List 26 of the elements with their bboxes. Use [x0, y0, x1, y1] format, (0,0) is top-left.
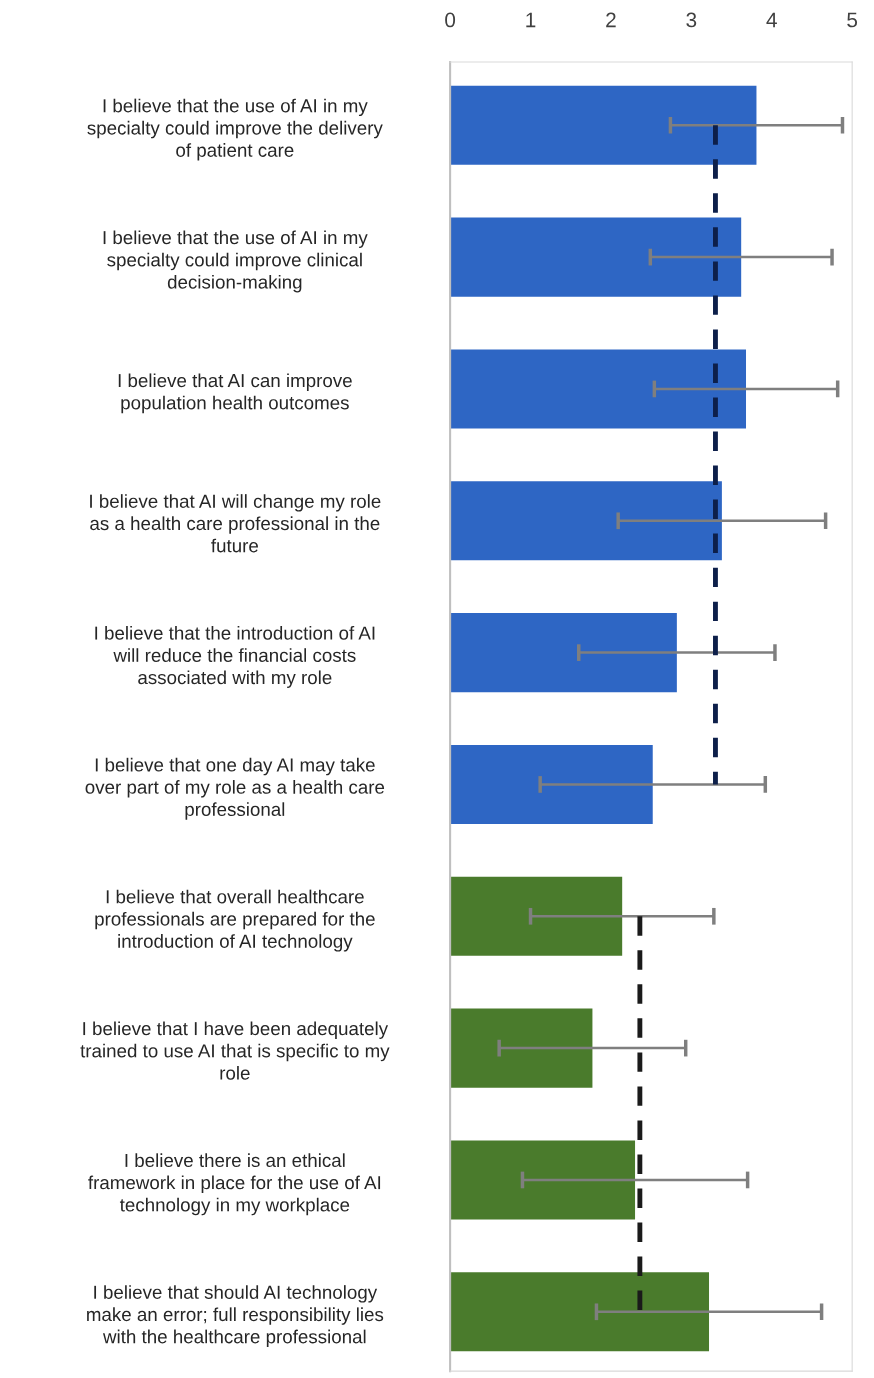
bar	[450, 744, 653, 824]
y-tick-label: I believe that the use of AI in my specialty could improve clinical decision-making	[103, 230, 368, 293]
y-tick-label: I believe there is an ethical framework in place for the use of AI technology in my workplace	[88, 1153, 381, 1216]
x-tick-label: 2	[606, 12, 616, 28]
bar	[450, 349, 747, 429]
bar	[450, 613, 677, 693]
bar	[450, 217, 742, 297]
y-tick-label: I believe that AI can improve population health outcomes	[118, 373, 352, 414]
y-tick-label: I believe that AI will change my role as a health care professional in the future	[90, 494, 381, 553]
bar	[450, 1140, 636, 1220]
y-tick-label: I believe that the use of AI in my specialty could improve the delivery of patient care	[87, 98, 383, 161]
x-tick-label: 4	[766, 12, 777, 28]
y-tick-label: I believe that I have been adequately trained to use AI that is specific to my role	[80, 1021, 390, 1080]
bar	[450, 1008, 593, 1088]
y-tick-label: I believe that should AI technology make an error; full responsibility lies with the healthcare professional	[87, 1285, 384, 1348]
bar	[450, 876, 623, 956]
bar	[450, 1272, 710, 1352]
x-tick-label: 5	[847, 12, 858, 28]
y-tick-label: I believe that overall healthcare professionals are prepared for the introduction of AI technology	[95, 889, 375, 952]
x-tick-label: 0	[445, 12, 456, 28]
x-tick-label: 3	[686, 12, 697, 28]
y-tick-label: I believe that the introduction of AI will reduce the financial costs associated with my role	[95, 625, 375, 688]
bar	[450, 85, 757, 165]
y-tick-label: I believe that one day AI may take over part of my role as a health care professional	[85, 757, 385, 820]
bar	[450, 481, 722, 561]
x-tick-label: 1	[526, 12, 536, 28]
